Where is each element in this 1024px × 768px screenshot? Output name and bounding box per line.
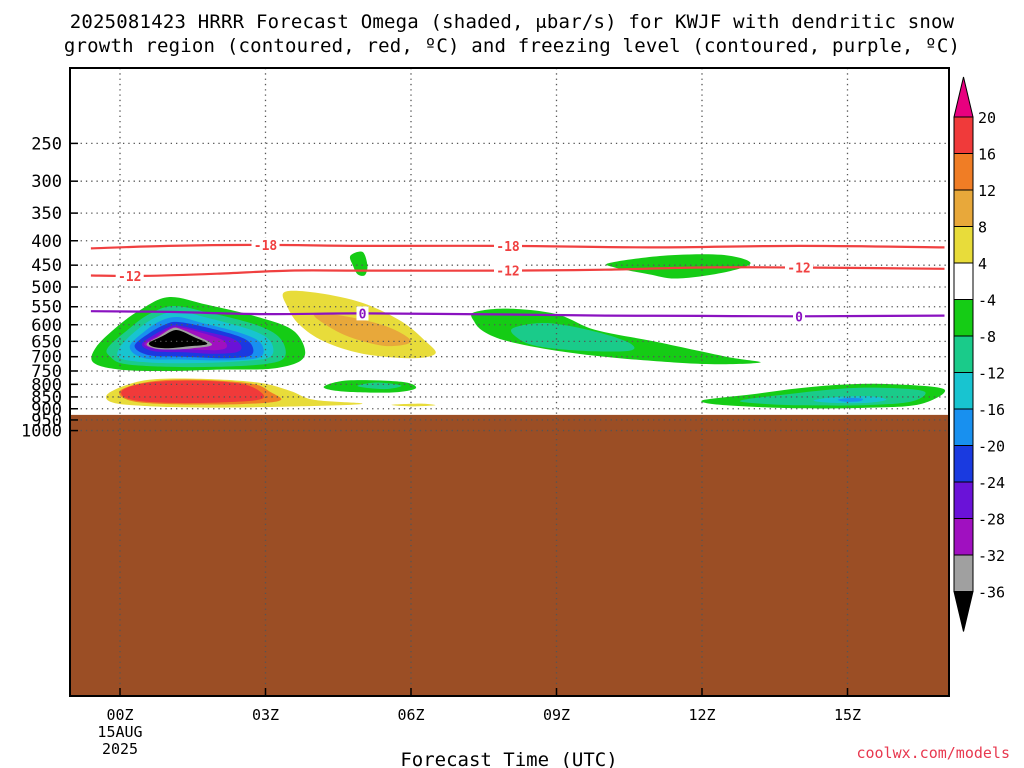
y-tick-label: 850 [31, 388, 62, 408]
contour-label-bg [494, 238, 522, 253]
y-tick-label: 650 [31, 332, 62, 352]
chart-title-line-1: 2025081423 HRRR Forecast Omega (shaded, … [69, 11, 955, 33]
x-tick-label: 12Z [688, 706, 715, 724]
colorbar-label: -16 [978, 401, 1005, 419]
colorbar-label: -24 [978, 474, 1005, 492]
colorbar-label: 12 [978, 182, 996, 200]
y-tick-label: 300 [31, 172, 62, 192]
y-tick-label: 750 [31, 362, 62, 382]
below-ground-layer [70, 414, 949, 696]
colorbar-label: -12 [978, 365, 1005, 383]
plot-frame [69, 67, 950, 697]
contour-label: -12 [787, 261, 810, 276]
omega-region-rising-dot-yellow [874, 232, 911, 252]
contour-line-1 [90, 266, 945, 278]
contour-label: -18 [496, 240, 520, 255]
y-tick-label: 1000 [21, 422, 62, 442]
colorbar-block [953, 262, 974, 300]
colorbar-label: 16 [978, 146, 996, 164]
contour-line-0 [90, 243, 945, 250]
colorbar-block [953, 189, 974, 227]
x-tick-label: 15Z [834, 706, 861, 724]
colorbar-block [953, 554, 974, 592]
colorbar-block [953, 372, 974, 410]
colorbar-block [953, 116, 974, 154]
contour-label-bg [251, 237, 280, 252]
ground-fill [70, 414, 949, 696]
colorbar-label: -36 [978, 584, 1005, 602]
omega-region-rising-upper-dark-orange [313, 313, 411, 347]
colorbar-label: -8 [978, 328, 996, 346]
y-tick-label: 400 [31, 232, 62, 252]
colorbar-top-arrow [953, 76, 974, 118]
contour-label: 0 [359, 307, 367, 322]
source-credit: coolwx.com/models [856, 744, 1010, 762]
contour-label: -12 [496, 265, 519, 280]
omega-region-sinking-mid-teal [510, 322, 635, 352]
omega-region-sinking-small-green [349, 251, 368, 276]
y-tick-label: 700 [31, 348, 62, 368]
y-tick-label: 600 [31, 316, 62, 336]
contour-label-bg [494, 263, 522, 278]
y-tick-label: 800 [31, 375, 62, 395]
colorbar-block [953, 153, 974, 191]
y-tick-label: 250 [31, 134, 62, 154]
contour-label-bg [785, 260, 813, 275]
x-tick-label: 00Z [106, 706, 133, 724]
colorbar-block [953, 299, 974, 337]
colorbar-block [953, 335, 974, 373]
omega-region-rising-right-yellow [822, 315, 949, 351]
pressure-axis: 2503003504004505005506006507007508008509… [21, 134, 78, 442]
contour-label: -12 [118, 270, 141, 285]
colorbar-bottom-arrow [953, 591, 974, 632]
colorbar-label: -4 [978, 292, 996, 310]
omega-region-rising-low-magenta [121, 380, 265, 404]
colorbar-block [953, 408, 974, 446]
omega-region-sinking-left-black [148, 329, 208, 349]
contour-line-2 [90, 310, 945, 318]
omega-region-rising-high-yellow [629, 165, 703, 217]
omega-region-sinking-upper-green [606, 254, 751, 279]
colorbar-label: -20 [978, 438, 1005, 456]
colorbar-block [953, 518, 974, 556]
colorbar-label: -28 [978, 511, 1005, 529]
omega-region-rising-tiny-orange [391, 403, 436, 407]
omega-region-sinking-mid-green [471, 308, 761, 365]
colorbar-label: 20 [978, 109, 996, 127]
contour-label-bg [356, 306, 369, 321]
omega-region-rising-mid-yellow [512, 287, 764, 339]
contour-label-bg [793, 309, 805, 324]
colorbar-label: 8 [978, 219, 987, 237]
x-tick-label: 09Z [543, 706, 570, 724]
colorbar-block [953, 445, 974, 483]
y-tick-label: 900 [31, 400, 62, 420]
colorbar-block [953, 481, 974, 519]
colorbar-label: 4 [978, 255, 987, 273]
omega-shaded-regions [86, 165, 949, 411]
y-tick-label: 500 [31, 278, 62, 298]
contour-label: -18 [254, 239, 278, 254]
omega-region-sinking-right-blue [837, 398, 863, 402]
y-tick-label: 550 [31, 298, 62, 318]
colorbar-block [953, 226, 974, 264]
x-axis-title: Forecast Time (UTC) [400, 749, 617, 768]
x-date-label: 2025 [102, 740, 138, 758]
chart-title-line-2: growth region (contoured, red, ºC) and f… [63, 35, 961, 57]
temperature-contours: -18 -18 -12 -12 -12 0 0 [90, 237, 945, 325]
colorbar-label: -32 [978, 547, 1005, 565]
x-tick-label: 03Z [252, 706, 279, 724]
colorbar-legend: 20 16 12 8 4 -4 -8 -12 -16 -20 -24 -28 -32 -36 [953, 76, 1005, 632]
y-tick-label: 950 [31, 411, 62, 431]
contour-label-bg [115, 268, 144, 283]
y-tick-label: 450 [31, 256, 62, 276]
x-tick-label: 06Z [397, 706, 424, 724]
contour-label: 0 [795, 310, 803, 325]
y-tick-label: 350 [31, 204, 62, 224]
x-date-label: 15AUG [97, 723, 142, 741]
omega-region-sinking-low-teal [357, 382, 402, 390]
